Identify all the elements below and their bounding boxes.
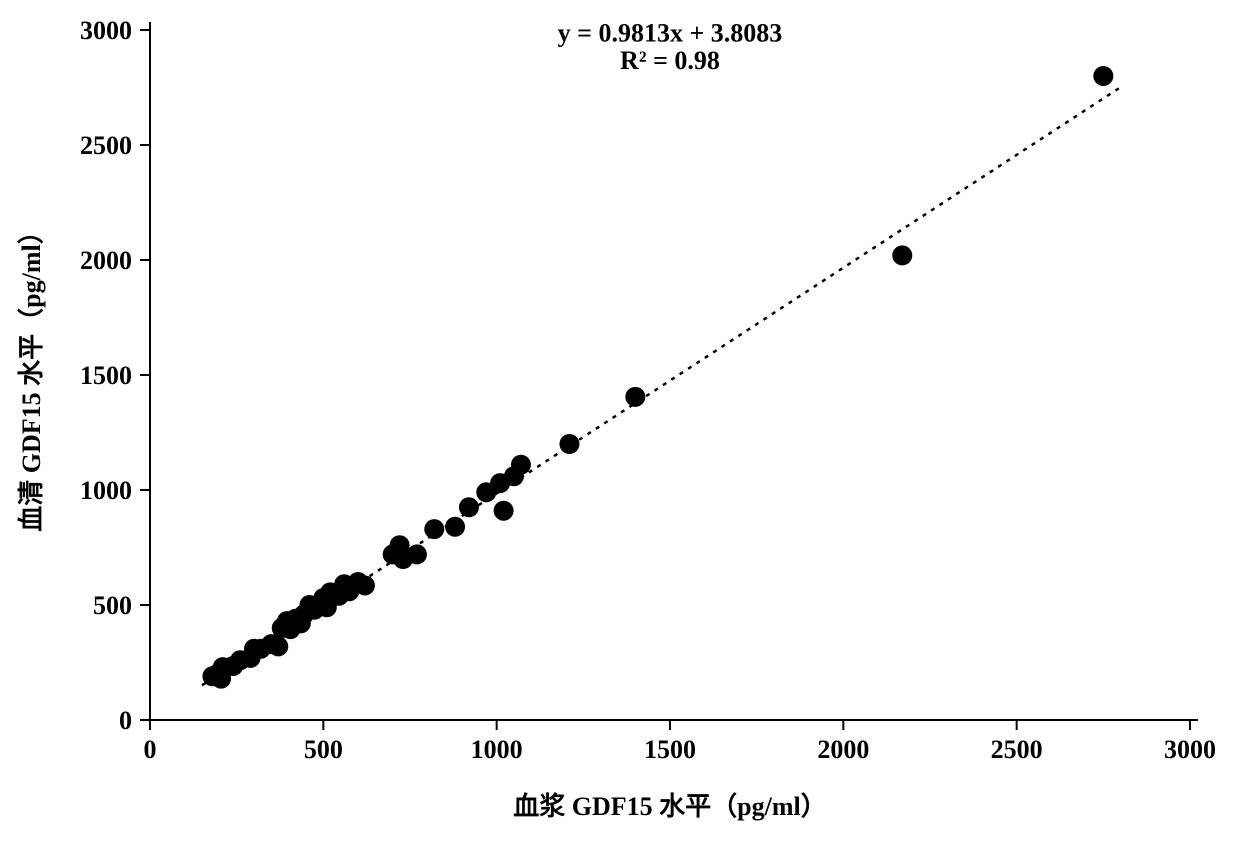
data-point	[1093, 66, 1113, 86]
data-point	[892, 245, 912, 265]
data-point	[268, 636, 288, 656]
x-tick-label: 500	[304, 735, 343, 764]
y-tick-label: 2500	[80, 131, 132, 160]
y-tick-label: 500	[93, 591, 132, 620]
x-tick-label: 3000	[1164, 735, 1216, 764]
data-point	[511, 455, 531, 475]
data-point	[559, 434, 579, 454]
chart-svg: 0 500 1000 1500 2000 2500 3000 0 500 1000 1500 2000…	[0, 0, 1240, 844]
regression-equation: y = 0.9813x + 3.8083	[558, 19, 783, 48]
x-tick-label: 1000	[471, 735, 523, 764]
x-tick-label: 2500	[991, 735, 1043, 764]
y-axis-title: 血清 GDF15 水平（pg/ml）	[17, 218, 46, 531]
data-point	[407, 544, 427, 564]
y-tick-label: 3000	[80, 16, 132, 45]
data-point	[459, 497, 479, 517]
data-point	[625, 387, 645, 407]
data-point	[424, 519, 444, 539]
x-axis-title: 血浆 GDF15 水平（pg/ml）	[513, 791, 826, 821]
data-point	[445, 517, 465, 537]
x-tick-label: 0	[144, 735, 157, 764]
data-point	[494, 501, 514, 521]
y-tick-label: 0	[119, 706, 132, 735]
scatter-chart: 0 500 1000 1500 2000 2500 3000 0 500 1000 1500 2000…	[0, 0, 1240, 844]
y-tick-label: 1500	[80, 361, 132, 390]
y-tick-label: 2000	[80, 246, 132, 275]
x-tick-label: 1500	[644, 735, 696, 764]
r-squared: R² = 0.98	[620, 46, 720, 75]
data-point	[355, 575, 375, 595]
x-tick-label: 2000	[817, 735, 869, 764]
y-tick-label: 1000	[80, 476, 132, 505]
